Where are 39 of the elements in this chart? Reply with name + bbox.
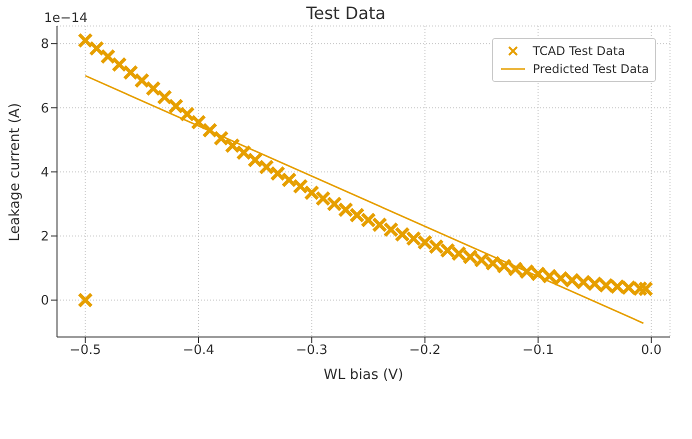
x-tick-label: −0.5 (70, 343, 102, 358)
y-tick-label: 4 (40, 165, 49, 180)
point (100, 48, 116, 64)
point (145, 80, 161, 96)
chart-title: Test Data (306, 4, 386, 24)
x-axis-title: WL bias (V) (324, 367, 404, 383)
legend-label: TCAD Test Data (532, 44, 626, 58)
point (78, 292, 94, 308)
text: 1e−14 (44, 11, 88, 26)
point (134, 72, 150, 88)
y-tick-label: 8 (40, 37, 49, 52)
point (247, 152, 263, 168)
point (270, 166, 286, 182)
x-tick-label: −0.4 (182, 343, 214, 358)
point (281, 172, 297, 188)
point (78, 32, 94, 48)
point (190, 114, 206, 130)
y-axis-title: Leakage current (A) (6, 102, 23, 242)
y-tick-label: 0 (40, 294, 49, 309)
point (236, 144, 252, 160)
x-tick-label: −0.2 (409, 343, 441, 358)
legend-label: Predicted Test Data (532, 62, 649, 76)
point (202, 122, 218, 138)
point (224, 138, 240, 154)
point (112, 56, 128, 72)
y-tick-label: 6 (40, 101, 49, 116)
x-tick-label: 0.0 (640, 343, 662, 358)
point (213, 130, 229, 146)
point (88, 40, 104, 56)
y-tick-label: 2 (40, 230, 49, 245)
point (156, 89, 172, 105)
point (292, 178, 308, 194)
point (122, 64, 138, 80)
x-tick-label: −0.3 (296, 343, 328, 358)
point (258, 159, 274, 175)
point (179, 106, 195, 122)
point (304, 184, 320, 200)
point (168, 98, 184, 114)
x-tick-label: −0.1 (522, 343, 554, 358)
